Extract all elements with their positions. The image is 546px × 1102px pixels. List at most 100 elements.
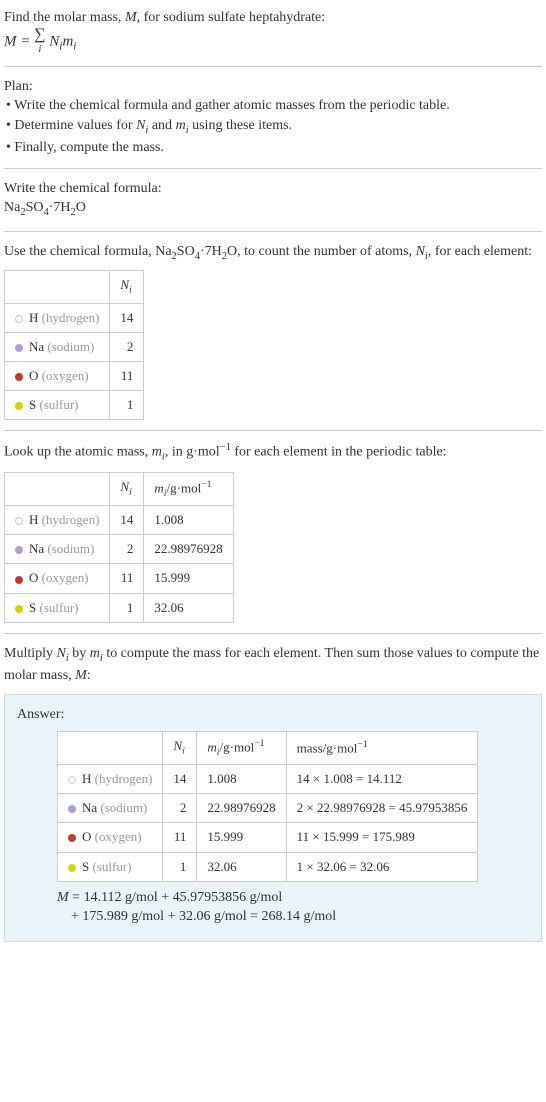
final-M: M	[57, 890, 69, 905]
n-value: 1	[163, 852, 197, 881]
m-value: 15.999	[197, 823, 286, 852]
intro-section: Find the molar mass, M, for sodium sulfa…	[4, 8, 542, 56]
m-header: mi/g·mol−1	[144, 472, 233, 506]
ahdr-unit: /g·mol	[220, 739, 255, 754]
table-row: H (hydrogen)14	[5, 303, 144, 332]
count-table: Ni H (hydrogen)14Na (sodium)2O (oxygen)1…	[4, 270, 144, 420]
mass-value: 2 × 22.98976928 = 45.97953856	[286, 794, 478, 823]
n-value: 14	[110, 303, 144, 332]
element-cell: S (sulfur)	[58, 852, 163, 881]
element-cell: S (sulfur)	[5, 391, 110, 420]
element-cell: Na (sodium)	[5, 535, 110, 564]
mult-M: M	[75, 668, 87, 683]
element-cell: O (oxygen)	[58, 823, 163, 852]
element-cell: S (sulfur)	[5, 593, 110, 622]
chemical-formula: Na2SO4·7H2O	[4, 198, 542, 220]
look-m: m	[152, 445, 162, 460]
multiply-section: Multiply Ni by mi to compute the mass fo…	[4, 644, 542, 686]
lookup-section: Look up the atomic mass, mi, in g·mol−1 …	[4, 441, 542, 622]
n-value: 11	[110, 362, 144, 391]
chem-a: Na	[4, 200, 20, 215]
table-row: O (oxygen)11	[5, 362, 144, 391]
n-value: 14	[110, 506, 144, 535]
table-header-row: Ni mi/g·mol−1	[5, 472, 234, 506]
sum-index: i	[38, 44, 41, 55]
answer-label: Answer:	[17, 705, 529, 725]
count-text: Use the chemical formula, Na2SO4·7H2O, t…	[4, 242, 542, 264]
element-cell: H (hydrogen)	[5, 506, 110, 535]
formula-m-sub: i	[73, 40, 76, 52]
n-header-N: N	[120, 277, 129, 292]
n-value: 2	[163, 794, 197, 823]
answer-table: Ni mi/g·mol−1 mass/g·mol−1 H (hydrogen)1…	[57, 731, 478, 882]
divider	[4, 231, 542, 232]
table-row: H (hydrogen)141.008	[5, 506, 234, 535]
mass-hdr-text: mass/g·mol	[297, 740, 358, 755]
n-value: 2	[110, 535, 144, 564]
mass-value: 1 × 32.06 = 32.06	[286, 852, 478, 881]
table-row: S (sulfur)132.06	[5, 593, 234, 622]
lookup-text: Look up the atomic mass, mi, in g·mol−1 …	[4, 441, 542, 465]
divider	[4, 168, 542, 169]
element-cell: Na (sodium)	[5, 332, 110, 361]
m-value: 1.008	[197, 765, 286, 794]
hdr-N: N	[120, 479, 129, 494]
element-cell: H (hydrogen)	[5, 303, 110, 332]
count-b: SO	[177, 244, 195, 259]
ahdr-m: m	[207, 739, 216, 754]
plan-item-1: • Write the chemical formula and gather …	[4, 96, 542, 116]
blank-header	[58, 731, 163, 765]
write-heading: Write the chemical formula:	[4, 179, 542, 199]
n-value: 1	[110, 391, 144, 420]
table-header-row: Ni mi/g·mol−1 mass/g·mol−1	[58, 731, 478, 765]
mult-d: :	[87, 668, 91, 683]
hdr-unit: /g·mol	[167, 480, 202, 495]
write-formula-section: Write the chemical formula: Na2SO4·7H2O	[4, 179, 542, 221]
blank-header	[5, 472, 110, 506]
n-value: 14	[163, 765, 197, 794]
mass-value: 14 × 1.008 = 14.112	[286, 765, 478, 794]
count-N: N	[416, 244, 425, 259]
look-a: Look up the atomic mass,	[4, 445, 152, 460]
answer-box: Answer: Ni mi/g·mol−1 mass/g·mol−1 H (hy…	[4, 694, 542, 942]
look-b: , in g·mol	[165, 445, 220, 460]
plan2-c: using these items.	[189, 118, 292, 133]
ahdr-neg1: −1	[254, 738, 264, 749]
element-cell: O (oxygen)	[5, 564, 110, 593]
count-a: Use the chemical formula, Na	[4, 244, 172, 259]
plan2-b: and	[148, 118, 175, 133]
m-value: 22.98976928	[144, 535, 233, 564]
count-d: O, to count the number of atoms,	[227, 244, 416, 259]
chem-d: O	[76, 200, 86, 215]
n-value: 2	[110, 332, 144, 361]
hdr-m: m	[154, 480, 163, 495]
table-row: Na (sodium)222.989769282 × 22.98976928 =…	[58, 794, 478, 823]
plan-m: m	[176, 118, 186, 133]
look-neg1: −1	[220, 442, 231, 453]
n-value: 11	[110, 564, 144, 593]
multiply-text: Multiply Ni by mi to compute the mass fo…	[4, 644, 542, 686]
table-row: O (oxygen)1115.999	[5, 564, 234, 593]
element-cell: O (oxygen)	[5, 362, 110, 391]
final-b: = 14.112 g/mol + 45.97953856 g/mol	[69, 890, 283, 905]
chem-b: SO	[26, 200, 44, 215]
lookup-table: Ni mi/g·mol−1 H (hydrogen)141.008Na (sod…	[4, 472, 234, 623]
mult-m: m	[90, 646, 100, 661]
formula-m: m	[62, 33, 73, 49]
plan-heading: Plan:	[4, 77, 542, 97]
n-value: 1	[110, 593, 144, 622]
plan2-a: • Determine values for	[6, 118, 136, 133]
mass-header: mass/g·mol−1	[286, 731, 478, 765]
table-row: O (oxygen)1115.99911 × 15.999 = 175.989	[58, 823, 478, 852]
table-row: S (sulfur)1	[5, 391, 144, 420]
divider	[4, 633, 542, 634]
intro-text-b: , for sodium sulfate heptahydrate:	[137, 10, 326, 25]
m-value: 22.98976928	[197, 794, 286, 823]
mult-a: Multiply	[4, 646, 57, 661]
sum-symbol: ∑	[34, 26, 45, 43]
divider	[4, 430, 542, 431]
m-value: 32.06	[144, 593, 233, 622]
mass-value: 11 × 15.999 = 175.989	[286, 823, 478, 852]
ahdr-N: N	[173, 738, 182, 753]
formula-lhs: M =	[4, 33, 34, 49]
